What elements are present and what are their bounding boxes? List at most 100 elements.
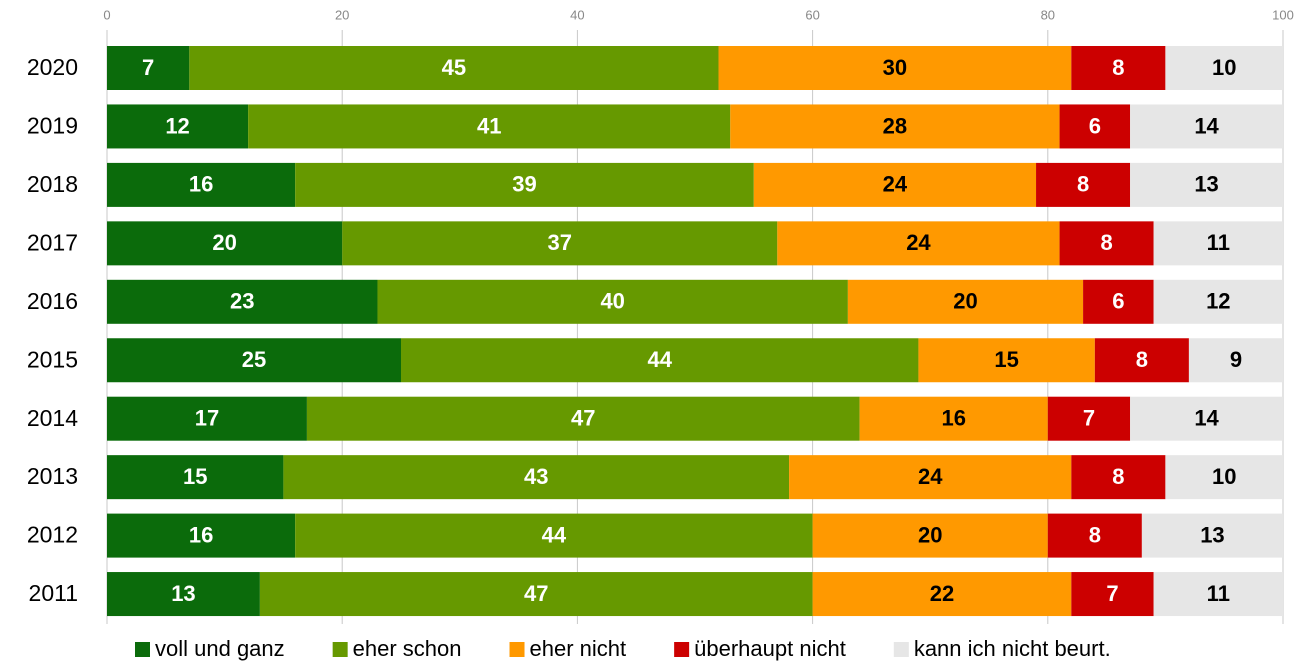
data-label: 10 (1212, 464, 1236, 489)
data-label: 8 (1112, 55, 1124, 80)
x-tick-label: 40 (570, 7, 584, 22)
bar-segment (1059, 104, 1131, 149)
data-label: 45 (442, 55, 466, 80)
legend-label: überhaupt nicht (694, 636, 846, 661)
bars (107, 46, 1283, 617)
bar-segment (107, 455, 284, 500)
x-tick-label: 0 (103, 7, 110, 22)
x-tick-label: 20 (335, 7, 349, 22)
data-label: 14 (1194, 113, 1219, 138)
bar-segment (107, 338, 401, 383)
y-tick-label: 2019 (27, 113, 78, 139)
y-tick-label: 2015 (27, 346, 78, 372)
y-tick-label: 2020 (27, 54, 78, 80)
data-label: 13 (1200, 522, 1224, 547)
data-label: 11 (1207, 581, 1230, 606)
data-label: 9 (1230, 347, 1242, 372)
bar-segment (847, 279, 1084, 324)
bar-segment (1047, 513, 1142, 558)
bar-segment (401, 338, 919, 383)
data-label: 8 (1100, 230, 1112, 255)
bar-segment (1153, 279, 1283, 324)
y-tick-label: 2016 (27, 288, 78, 314)
bar-segment (295, 162, 754, 207)
bar-segment (342, 221, 778, 266)
data-label: 16 (941, 406, 965, 431)
data-label: 10 (1212, 55, 1236, 80)
bar-segment (107, 104, 249, 149)
bar-segment (1130, 396, 1283, 441)
legend-label: eher schon (353, 636, 462, 661)
data-label: 7 (1083, 406, 1095, 431)
bar-segment (1047, 396, 1131, 441)
data-label: 44 (647, 347, 672, 372)
data-label: 24 (918, 464, 943, 489)
data-label: 23 (230, 289, 254, 314)
data-label: 6 (1089, 113, 1101, 138)
data-label: 16 (189, 522, 213, 547)
data-label: 20 (953, 289, 977, 314)
data-label: 6 (1112, 289, 1124, 314)
data-label: 17 (195, 406, 219, 431)
legend-swatch (674, 642, 690, 657)
data-label: 40 (600, 289, 624, 314)
y-tick-label: 2018 (27, 171, 78, 197)
bar-segment (107, 221, 343, 266)
x-tick-label: 80 (1041, 7, 1055, 22)
y-tick-label: 2012 (27, 522, 78, 548)
legend-label: voll und ganz (155, 636, 285, 661)
x-tick-label: 100 (1272, 7, 1294, 22)
y-tick-label: 2013 (27, 463, 78, 489)
bar-segment (377, 279, 848, 324)
legend-label: kann ich nicht beurt. (914, 636, 1111, 661)
data-label: 24 (906, 230, 931, 255)
data-label: 8 (1077, 172, 1089, 197)
data-label: 7 (1106, 581, 1118, 606)
data-label: 39 (512, 172, 536, 197)
bar-segment (107, 279, 378, 324)
data-label: 12 (165, 113, 189, 138)
data-label: 8 (1136, 347, 1148, 372)
data-label: 13 (1194, 172, 1218, 197)
data-label: 11 (1207, 230, 1230, 255)
data-label: 13 (171, 581, 195, 606)
y-tick-label: 2014 (27, 405, 78, 431)
bar-segment (730, 104, 1060, 149)
data-label: 12 (1206, 289, 1230, 314)
data-label: 20 (918, 522, 942, 547)
bar-segment (718, 46, 1072, 90)
bar-segment (812, 572, 1072, 617)
legend-swatch (332, 642, 348, 657)
data-label: 28 (883, 113, 907, 138)
bar-segment (1094, 338, 1189, 383)
legend-swatch (509, 642, 525, 657)
bar-segment (107, 513, 296, 558)
bar-segment (812, 513, 1048, 558)
bar-segment (295, 513, 813, 558)
bar-segment (1153, 221, 1283, 266)
data-label: 44 (542, 522, 567, 547)
bar-segment (918, 338, 1095, 383)
data-label: 47 (524, 581, 548, 606)
y-tick-label: 2011 (29, 580, 78, 606)
bar-segment (1071, 572, 1154, 617)
bar-segment (1130, 162, 1283, 207)
bar-segment (1059, 221, 1154, 266)
bar-segment (859, 396, 1048, 441)
bar-segment (1036, 162, 1131, 207)
bar-segment (753, 162, 1037, 207)
data-label: 15 (994, 347, 1018, 372)
bar-segment (306, 396, 860, 441)
bar-segment (1188, 338, 1283, 383)
bar-segment (107, 396, 307, 441)
data-label: 47 (571, 406, 595, 431)
bar-segment (107, 572, 260, 617)
bar-segment (1071, 46, 1166, 90)
bar-segment (283, 455, 790, 500)
bar-segment (1141, 513, 1283, 558)
bar-segment (1130, 104, 1283, 149)
legend-swatch (135, 642, 150, 657)
data-label: 14 (1194, 406, 1219, 431)
